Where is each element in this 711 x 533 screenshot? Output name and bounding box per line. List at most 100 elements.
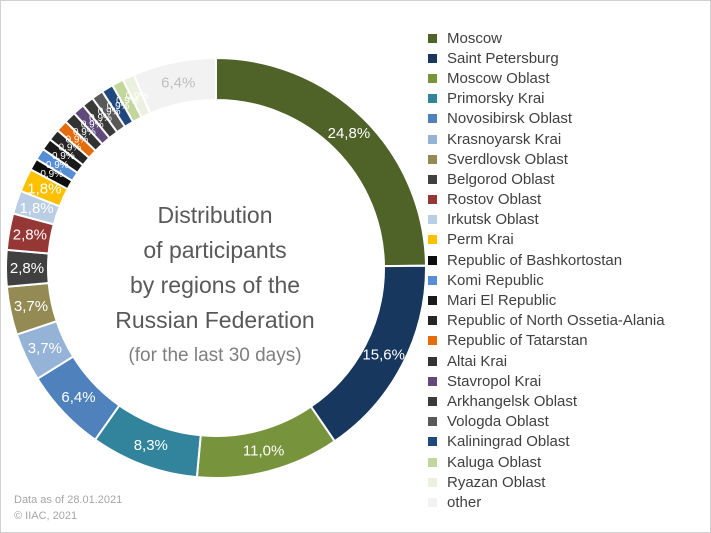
slice-data-label: 3,7% xyxy=(28,340,62,357)
legend-item: Kaliningrad Oblast xyxy=(428,432,665,452)
legend-item: Republic of Tatarstan xyxy=(428,331,665,351)
slice-data-label: 8,3% xyxy=(134,437,168,454)
legend-item: Vologda Oblast xyxy=(428,412,665,432)
legend-label: Sverdlovsk Oblast xyxy=(447,150,568,168)
slice-data-label: 0,9% xyxy=(52,151,75,162)
legend-item: Moscow xyxy=(428,28,665,48)
slice-data-label: 11,0% xyxy=(243,442,284,459)
legend-swatch xyxy=(428,477,437,487)
slice-data-label: 0,9% xyxy=(46,160,69,171)
legend-item: Komi Republic xyxy=(428,270,665,290)
legend-label: Komi Republic xyxy=(447,271,544,289)
legend-label: other xyxy=(447,493,482,511)
legend-item: Republic of North Ossetia-Alania xyxy=(428,311,665,331)
legend-label: Novosibirsk Oblast xyxy=(447,110,573,128)
chart-title-line: of participants xyxy=(143,237,287,263)
slice-data-label: 6,4% xyxy=(161,74,195,91)
legend-item: Rostov Oblast xyxy=(428,190,665,210)
slice-data-label: 2,8% xyxy=(10,260,44,277)
legend-swatch xyxy=(428,33,437,43)
legend-item: Ryazan Oblast xyxy=(428,472,665,492)
legend-item: Saint Petersburg xyxy=(428,48,665,68)
legend-item: Arkhangelsk Oblast xyxy=(428,391,665,411)
legend-swatch xyxy=(428,396,437,406)
legend-label: Moscow xyxy=(447,29,503,47)
legend-item: Mari El Republic xyxy=(428,290,665,310)
legend-item: Stavropol Krai xyxy=(428,371,665,391)
legend-label: Irkutsk Oblast xyxy=(447,211,539,229)
legend-swatch xyxy=(428,457,437,467)
legend-label: Vologda Oblast xyxy=(447,413,549,431)
legend-swatch xyxy=(428,437,437,447)
legend-label: Arkhangelsk Oblast xyxy=(447,392,578,410)
legend-label: Republic of Bashkortostan xyxy=(447,251,623,269)
legend-label: Belgorod Oblast xyxy=(447,170,555,188)
legend-item: other xyxy=(428,492,665,512)
data-date-note: Data as of 28.01.2021 xyxy=(14,494,123,506)
legend-swatch xyxy=(428,336,437,346)
chart-title-line: Distribution xyxy=(157,202,273,228)
slice-data-label: 3,7% xyxy=(14,298,48,315)
legend-swatch xyxy=(428,195,437,205)
legend-item: Perm Krai xyxy=(428,230,665,250)
legend-label: Altai Krai xyxy=(447,352,508,370)
legend-label: Ryazan Oblast xyxy=(447,473,546,491)
legend-item: Kaluga Oblast xyxy=(428,452,665,472)
slice-data-label: 0,9% xyxy=(58,143,81,154)
slice-data-label: 0,9% xyxy=(40,169,63,180)
legend-swatch xyxy=(428,134,437,144)
legend-label: Kaliningrad Oblast xyxy=(447,433,570,451)
slice-data-label: 1,8% xyxy=(27,180,61,197)
legend-label: Republic of North Ossetia-Alania xyxy=(447,312,665,330)
donut-slice-other xyxy=(132,56,217,115)
legend-swatch xyxy=(428,356,437,366)
legend-label: Stavropol Krai xyxy=(447,372,542,390)
chart-title-line: Russian Federation xyxy=(115,307,315,333)
legend-swatch xyxy=(428,296,437,306)
chart-title-line: by regions of the xyxy=(129,272,301,298)
legend-item: Belgorod Oblast xyxy=(428,169,665,189)
slice-data-label: 24,8% xyxy=(328,125,371,142)
legend-swatch xyxy=(428,255,437,265)
legend-swatch xyxy=(428,497,437,507)
legend-swatch xyxy=(428,417,437,427)
chart-footer: Data as of 28.01.2021 © IIAC, 2021 xyxy=(14,492,122,524)
legend-label: Perm Krai xyxy=(447,231,514,249)
legend-swatch xyxy=(428,73,437,83)
legend-item: Moscow Oblast xyxy=(428,68,665,88)
slice-data-label: 0,9% xyxy=(66,135,89,146)
legend-swatch xyxy=(428,376,437,386)
legend-item: Altai Krai xyxy=(428,351,665,371)
legend-label: Saint Petersburg xyxy=(447,49,559,67)
legend-label: Rostov Oblast xyxy=(447,191,542,209)
chart-legend: Moscow Saint Petersburg Moscow Oblast Primo… xyxy=(428,28,665,513)
slice-data-label: 0,9% xyxy=(107,101,130,112)
slice-data-label: 15,6% xyxy=(362,347,405,364)
slice-data-label: 0,9% xyxy=(73,127,96,138)
chart-title: Distribution of participants by regions … xyxy=(95,198,335,373)
legend-label: Moscow Oblast xyxy=(447,69,550,87)
legend-swatch xyxy=(428,154,437,164)
slice-data-label: 2,8% xyxy=(13,227,47,244)
legend-swatch xyxy=(428,235,437,245)
legend-item: Krasnoyarsk Krai xyxy=(428,129,665,149)
legend-label: Mari El Republic xyxy=(447,292,557,310)
legend-item: Republic of Bashkortostan xyxy=(428,250,665,270)
legend-swatch xyxy=(428,215,437,225)
legend-item: Primorsky Krai xyxy=(428,89,665,109)
slice-data-label: 0,9% xyxy=(89,113,112,124)
slice-data-label: 0,9% xyxy=(116,96,139,107)
legend-label: Republic of Tatarstan xyxy=(447,332,588,350)
legend-item: Novosibirsk Oblast xyxy=(428,109,665,129)
legend-label: Krasnoyarsk Krai xyxy=(447,130,562,148)
copyright-note: © IIAC, 2021 xyxy=(14,510,78,522)
legend-swatch xyxy=(428,174,437,184)
legend-label: Kaluga Oblast xyxy=(447,453,542,471)
legend-item: Irkutsk Oblast xyxy=(428,210,665,230)
slice-data-label: 1,8% xyxy=(19,200,53,217)
legend-swatch xyxy=(428,94,437,104)
slice-data-label: 6,4% xyxy=(61,389,95,406)
slice-data-label: 0,9% xyxy=(98,107,121,118)
legend-label: Primorsky Krai xyxy=(447,90,545,108)
